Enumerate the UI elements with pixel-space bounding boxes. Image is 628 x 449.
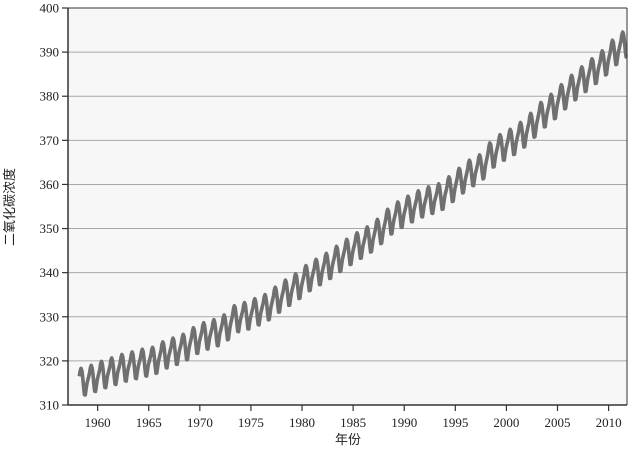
x-tick-label: 1985 — [340, 415, 366, 430]
y-tick-label: 370 — [40, 133, 60, 148]
y-tick-label: 330 — [40, 309, 60, 324]
x-tick-label: 1995 — [442, 415, 468, 430]
y-tick-label: 310 — [40, 398, 60, 413]
y-tick-label: 320 — [40, 353, 60, 368]
x-tick-label: 1975 — [238, 415, 264, 430]
x-tick-label: 2010 — [596, 415, 622, 430]
y-tick-label: 340 — [40, 265, 60, 280]
y-tick-label: 350 — [40, 221, 60, 236]
y-tick-label: 360 — [40, 177, 60, 192]
y-tick-label: 380 — [40, 89, 60, 104]
x-tick-label: 2005 — [545, 415, 571, 430]
co2-series-line — [77, 30, 628, 397]
x-tick-label: 2000 — [493, 415, 519, 430]
x-tick-label: 1960 — [85, 415, 111, 430]
y-tick-label: 390 — [40, 45, 60, 60]
x-axis-ticks: 1960 1965 1970 1975 1980 1985 1990 1995 2000 2005… — [85, 405, 622, 430]
grid-lines — [68, 51, 627, 362]
y-axis-ticks: 310 320 330 340 350 360 370 380 390 400 — [40, 1, 68, 413]
x-tick-label: 1990 — [391, 415, 417, 430]
x-axis-label: 年份 — [335, 433, 361, 448]
x-tick-label: 1970 — [187, 415, 213, 430]
x-tick-label: 1965 — [136, 415, 162, 430]
y-tick-label: 400 — [40, 1, 60, 16]
x-tick-label: 1980 — [289, 415, 315, 430]
y-axis-label: 二氧化碳浓度 — [2, 168, 18, 246]
plot-background — [68, 8, 627, 405]
